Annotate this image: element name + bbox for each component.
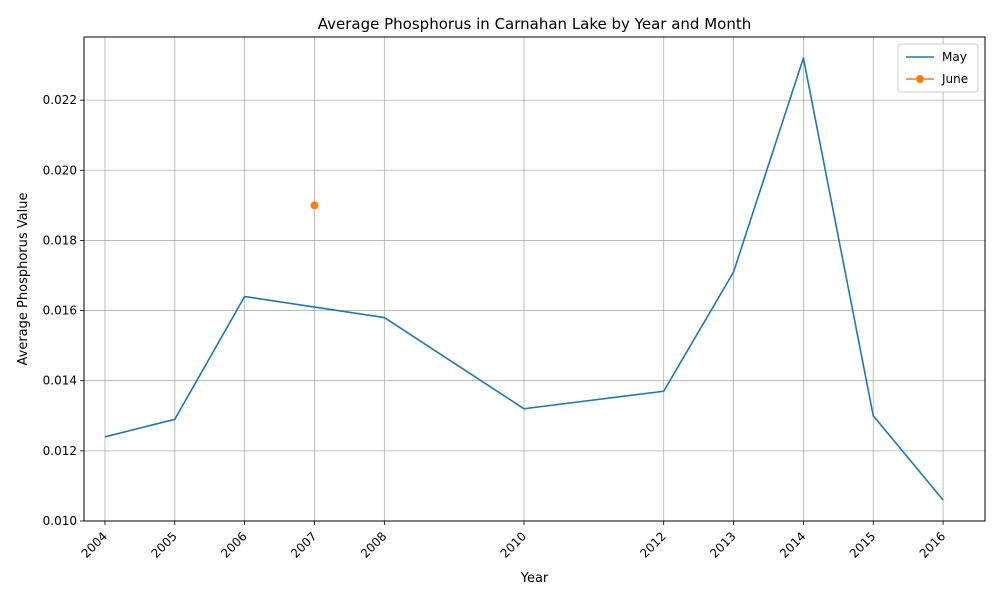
y-tick-label: 0.012 [43, 444, 77, 458]
chart-title: Average Phosphorus in Carnahan Lake by Y… [318, 15, 751, 33]
y-tick-label: 0.022 [43, 93, 77, 107]
y-tick-label: 0.020 [43, 163, 77, 177]
y-tick-label: 0.014 [43, 374, 77, 388]
legend-label-june: June [941, 72, 968, 86]
series-layer [104, 57, 944, 501]
legend: May June [897, 43, 979, 93]
y-tick-label: 0.016 [43, 304, 77, 318]
series-point-june [310, 201, 319, 210]
plot-area-frame [83, 36, 986, 522]
grid [84, 37, 985, 522]
series-line-may [104, 57, 944, 501]
y-tick-label: 0.010 [43, 514, 77, 528]
legend-marker-june [916, 75, 924, 83]
y-axis-ticks: 0.010 0.012 0.014 0.016 0.018 0.020 0.022 [43, 93, 84, 528]
y-tick-label: 0.018 [43, 233, 77, 247]
y-axis-label: Average Phosphorus Value [16, 193, 31, 366]
legend-label-may: May [942, 50, 967, 64]
x-axis-label: Year [520, 571, 549, 586]
